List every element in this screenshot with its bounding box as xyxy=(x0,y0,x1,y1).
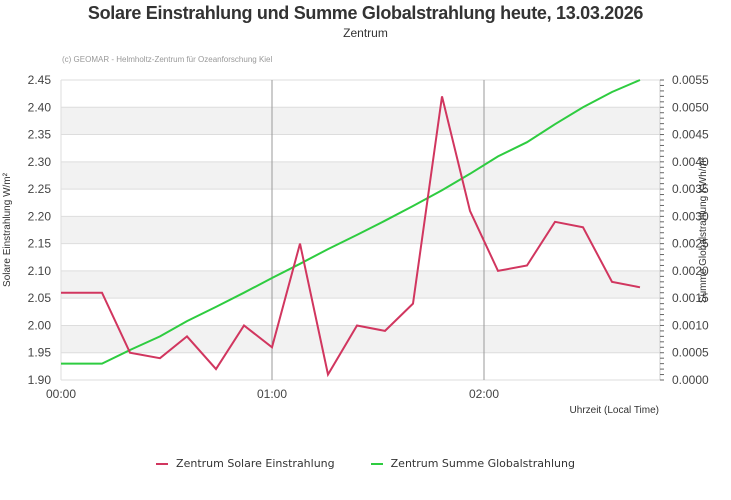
legend-item-solare-einstrahlung[interactable]: Zentrum Solare Einstrahlung xyxy=(156,457,335,470)
left-tick-label: 2.40 xyxy=(28,100,52,114)
plot-band xyxy=(61,107,660,135)
plot-band xyxy=(61,161,660,190)
left-tick-label: 1.90 xyxy=(28,373,52,387)
left-tick-label: 2.25 xyxy=(28,182,52,196)
right-tick-label: 0.0045 xyxy=(672,128,709,142)
chart-title: Solare Einstrahlung und Summe Globalstra… xyxy=(87,3,644,23)
plot-band xyxy=(61,216,660,244)
series-line-solare-einstrahlung[interactable] xyxy=(61,96,641,378)
x-axis-ticks: 00:00 01:00 02:00 xyxy=(46,387,499,401)
left-axis-title: Solare Einstrahlung W/m² xyxy=(2,172,13,287)
legend: Zentrum Solare Einstrahlung Zentrum Summ… xyxy=(0,457,731,470)
right-tick-label: 0.0000 xyxy=(672,373,709,387)
series-line-summe-globalstrahlung[interactable] xyxy=(61,79,641,365)
x-tick-label: 02:00 xyxy=(469,387,499,401)
left-tick-label: 1.95 xyxy=(28,346,52,360)
left-tick-label: 2.05 xyxy=(28,291,52,305)
left-tick-label: 2.45 xyxy=(28,73,52,87)
plot-band xyxy=(61,325,660,353)
gridlines xyxy=(60,79,661,381)
right-axis-title: Summe Globalstrahlung KWh/m² xyxy=(698,156,709,303)
plot-bands xyxy=(61,107,660,353)
chart-plot: 2.45 2.40 2.35 2.30 2.25 2.20 2.15 2.10 2.05 2.00… xyxy=(2,73,709,416)
left-tick-label: 2.00 xyxy=(28,318,52,332)
legend-label: Zentrum Summe Globalstrahlung xyxy=(390,457,575,470)
legend-swatch-green xyxy=(370,462,383,465)
legend-label: Zentrum Solare Einstrahlung xyxy=(176,457,335,470)
x-tick-label: 00:00 xyxy=(46,387,76,401)
right-tick-label: 0.0005 xyxy=(672,346,709,360)
right-tick-label: 0.0015 xyxy=(672,291,709,305)
legend-swatch-red xyxy=(156,462,169,465)
right-tick-label: 0.0050 xyxy=(672,100,709,114)
x-tick-label: 01:00 xyxy=(257,387,287,401)
plot-band xyxy=(61,270,660,299)
left-tick-label: 2.15 xyxy=(28,237,52,251)
left-tick-label: 2.35 xyxy=(28,128,52,142)
left-axis-ticks: 2.45 2.40 2.35 2.30 2.25 2.20 2.15 2.10 2.05 2.00… xyxy=(28,73,52,387)
right-tick-label: 0.0035 xyxy=(672,182,709,196)
credit-text: (c) GEOMAR - Helmholtz-Zentrum für Ozean… xyxy=(62,55,273,64)
x-axis-title: Uhrzeit (Local Time) xyxy=(570,405,659,416)
right-tick-label: 0.0020 xyxy=(672,264,709,278)
right-tick-label: 0.0025 xyxy=(672,237,709,251)
chart-subtitle: Zentrum xyxy=(343,26,388,40)
right-tick-label: 0.0040 xyxy=(672,155,709,169)
right-tick-label: 0.0030 xyxy=(672,209,709,223)
right-tick-label: 0.0055 xyxy=(672,73,709,87)
left-tick-label: 2.30 xyxy=(28,155,52,169)
right-tick-label: 0.0010 xyxy=(672,318,709,332)
right-axis-ticks: 0.0055 0.0050 0.0045 0.0040 0.0035 0.0030 0.00… xyxy=(660,73,709,387)
x-gridlines xyxy=(271,80,485,380)
legend-item-summe-globalstrahlung[interactable]: Zentrum Summe Globalstrahlung xyxy=(370,457,575,470)
left-tick-label: 2.20 xyxy=(28,209,52,223)
left-tick-label: 2.10 xyxy=(28,264,52,278)
